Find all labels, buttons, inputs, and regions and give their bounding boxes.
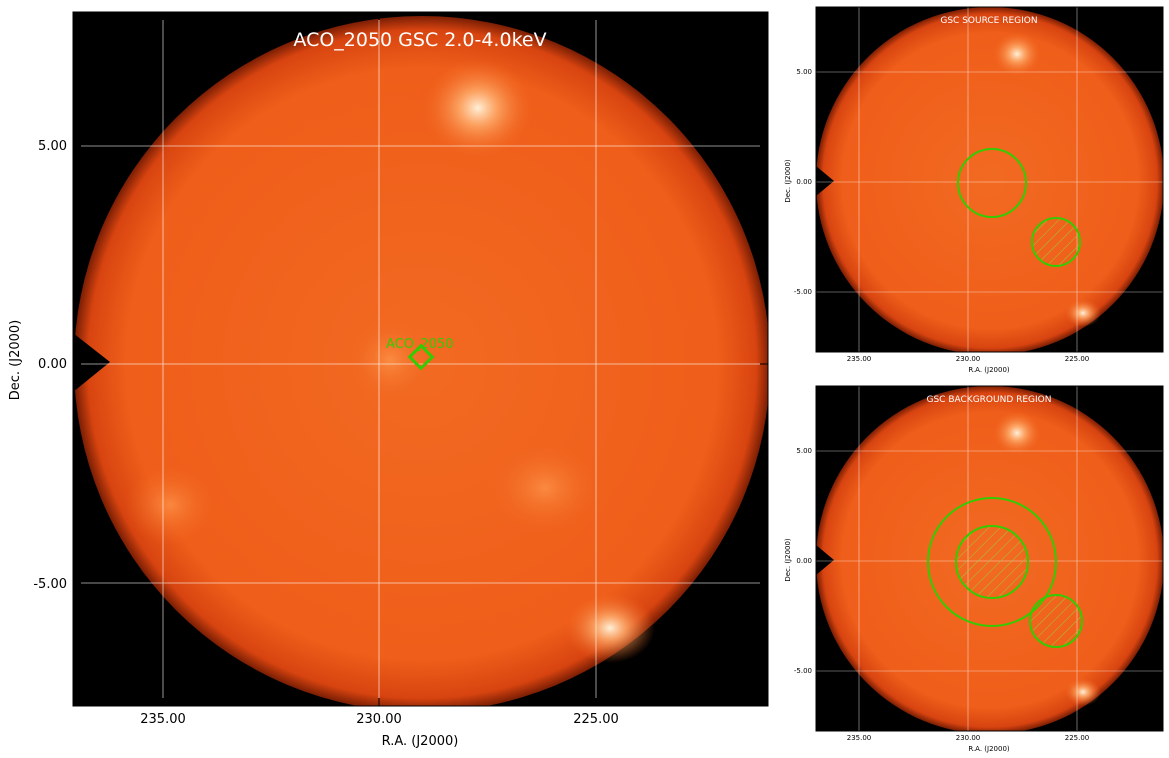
background-xtick-label: 235.00: [847, 734, 872, 742]
source-region-panel: GSC SOURCE REGION: [816, 7, 1163, 352]
background-region-panel: GSC BACKGROUND REGION: [816, 386, 1163, 731]
main-ytick-label: 5.00: [38, 139, 67, 154]
background-detector-notch: [816, 545, 834, 575]
source-ytick-label: -5.00: [794, 288, 812, 296]
main-y-ticklabels: 5.00 0.00 -5.00: [33, 139, 67, 592]
background-x-axis-label: R.A. (J2000): [968, 745, 1010, 753]
source-excluded-region: [1031, 217, 1081, 267]
background-bright-source-top: [993, 411, 1041, 455]
background-ytick-label: 5.00: [796, 447, 812, 455]
background-annulus-outer: [927, 497, 1057, 627]
background-frame: [815, 385, 1164, 732]
background-xtick-label: 225.00: [1065, 734, 1090, 742]
background-ytick-label: 0.00: [796, 557, 812, 565]
main-faint-source: [490, 443, 600, 533]
main-title: ACO_2050 GSC 2.0-4.0keV: [293, 29, 546, 51]
main-xtick-label: 230.00: [356, 712, 402, 727]
source-ytick-label: 5.00: [796, 68, 812, 76]
background-grid: [816, 386, 1163, 731]
background-panel-title: GSC BACKGROUND REGION: [927, 395, 1052, 405]
background-x-ticklabels: 235.00 230.00 225.00: [847, 734, 1090, 742]
source-panel-title: GSC SOURCE REGION: [940, 16, 1037, 26]
source-ytick-label: 0.00: [796, 178, 812, 186]
background-excluded-region: [1029, 594, 1083, 648]
main-faint-source-left: [125, 465, 215, 545]
source-frame: [815, 6, 1164, 353]
background-ytick-label: -5.00: [794, 667, 812, 675]
main-grid: [73, 12, 768, 706]
main-image-panel: ACO_2050 ACO_2050 GSC 2.0-4.0keV: [73, 12, 768, 706]
main-detector-notch: [73, 333, 110, 392]
source-x-axis-label: R.A. (J2000): [968, 366, 1010, 374]
source-xtick-label: 235.00: [847, 355, 872, 363]
main-bright-source-top: [423, 58, 533, 158]
background-y-axis-label: Dec. (J2000): [784, 538, 792, 582]
background-y-ticklabels: 5.00 0.00 -5.00: [794, 447, 812, 675]
main-faint-source-center: [350, 320, 430, 400]
source-x-ticklabels: 235.00 230.00 225.00: [847, 355, 1090, 363]
source-region-circle: [957, 148, 1027, 218]
source-detector-disk: [816, 7, 1163, 352]
main-x-ticklabels: 235.00 230.00 225.00: [140, 712, 619, 727]
background-annulus-inner: [955, 525, 1029, 599]
main-xtick-label: 235.00: [140, 712, 186, 727]
main-ytick-label: 0.00: [38, 357, 67, 372]
source-xtick-label: 225.00: [1065, 355, 1090, 363]
main-frame: [72, 11, 769, 707]
source-detector-notch: [816, 166, 834, 196]
main-xtick-label: 225.00: [573, 712, 619, 727]
source-y-axis-label: Dec. (J2000): [784, 159, 792, 203]
main-bright-source-bottom: [565, 593, 655, 663]
main-ytick-label: -5.00: [33, 577, 67, 592]
source-grid: [816, 7, 1163, 352]
source-label: ACO_2050: [386, 337, 454, 352]
source-xtick-label: 230.00: [956, 355, 981, 363]
source-diamond-marker: [407, 343, 435, 371]
background-xtick-label: 230.00: [956, 734, 981, 742]
source-bright-source-bottom: [1065, 299, 1101, 327]
main-x-axis-label: R.A. (J2000): [382, 734, 459, 749]
main-y-axis-label: Dec. (J2000): [8, 320, 23, 400]
background-bright-source-bottom: [1065, 678, 1101, 706]
source-y-ticklabels: 5.00 0.00 -5.00: [794, 68, 812, 296]
main-ticks: [73, 12, 768, 706]
source-bright-source-top: [993, 32, 1041, 76]
